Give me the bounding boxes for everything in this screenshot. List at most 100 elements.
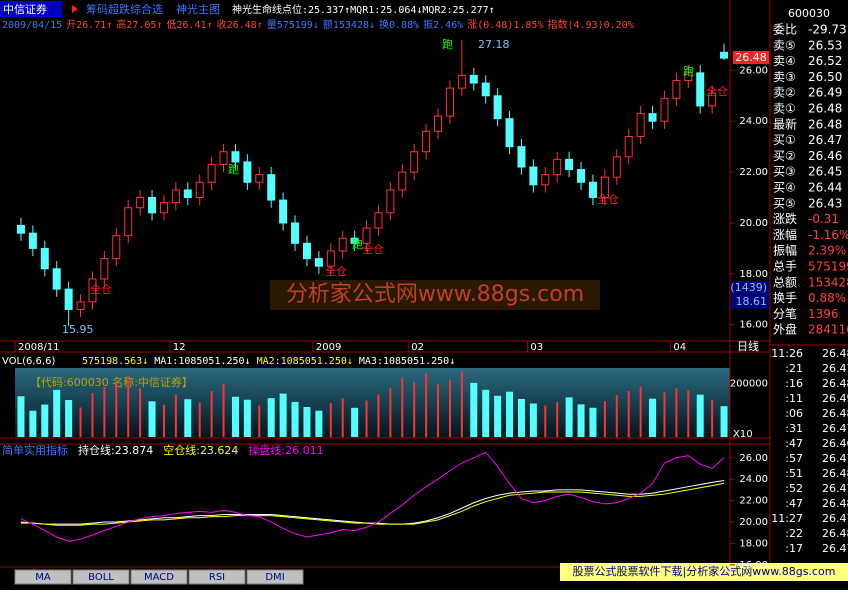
quote-item: 换0.88%: [379, 18, 419, 31]
quote-item: 涨(0.48)1.85%: [467, 19, 543, 31]
candle-body: [457, 74, 466, 89]
volume-bar: [184, 399, 192, 437]
volume-bar: [615, 395, 618, 437]
volume-bar: [231, 396, 239, 437]
quote-value: 2.39%: [808, 244, 846, 258]
annotation: 15.95: [62, 323, 94, 336]
vol-legend: 575198.563↓: [82, 356, 148, 367]
quote-label: 总手: [773, 260, 797, 274]
y-tick-label: 18.00: [739, 269, 768, 280]
tab-label[interactable]: BOLL: [88, 572, 114, 583]
quote-value: 153428: [808, 275, 848, 289]
candle-body: [52, 268, 61, 290]
quote-label: 总额: [773, 275, 797, 289]
volume-bar: [494, 395, 502, 437]
volume-bar: [210, 390, 213, 437]
y-tick-label: 26.00: [739, 65, 768, 76]
stock-name-bg: [0, 1, 62, 17]
candle-body: [16, 225, 25, 234]
indicator-title: 简单实用指标: [2, 443, 68, 457]
candle-body: [136, 197, 145, 209]
trade-time: :11: [785, 392, 803, 405]
quote-label: 卖③: [773, 70, 796, 84]
tab-label[interactable]: MACD: [144, 572, 174, 583]
quote-value: 0.88%: [808, 291, 846, 305]
volume-bar: [315, 410, 323, 437]
volume-bar: [351, 407, 359, 437]
volume-bar: [437, 384, 440, 437]
trade-price: 26.49: [822, 392, 848, 405]
trade-time: :57: [785, 452, 803, 465]
indicator-line: [20, 482, 725, 526]
quote-label: 涨跌: [773, 211, 797, 226]
quote-value: 26.49: [808, 86, 842, 100]
quote-item: 振2.46%: [423, 18, 463, 31]
volume-bar: [222, 383, 225, 437]
legend-value: 23.874: [115, 444, 154, 457]
candle-body: [505, 118, 514, 148]
period[interactable]: 日线: [737, 339, 759, 353]
volume-bar: [529, 403, 537, 437]
trade-time: :51: [785, 467, 803, 480]
candle-body: [445, 87, 454, 117]
x-tick-label: 2008/11: [18, 342, 60, 353]
volume-bar: [460, 371, 463, 437]
candle-body: [660, 97, 669, 122]
last-price-box: [733, 51, 769, 64]
volume-bar: [506, 391, 514, 437]
candle-body: [493, 95, 502, 120]
trade-time: :16: [785, 377, 803, 390]
volume-bar: [267, 398, 275, 437]
candle-body: [183, 189, 192, 199]
tab-label[interactable]: MA: [35, 572, 51, 583]
quote-label: 涨幅: [773, 227, 797, 242]
volume-bar: [711, 399, 714, 437]
trade-price: 26.47: [822, 422, 848, 435]
tab-label[interactable]: RSI: [209, 572, 225, 583]
quote-item: 收26.48↑: [217, 18, 263, 31]
volume-bar: [389, 387, 392, 437]
candle-body: [565, 158, 574, 171]
quote-label: 分笔: [773, 306, 797, 321]
candle-body: [243, 161, 252, 183]
candle-body: [267, 174, 276, 201]
annotation: 全仓: [362, 242, 384, 256]
trade-time: :17: [785, 542, 803, 555]
quote-item: 2009/04/15: [2, 20, 62, 31]
banner[interactable]: 股票公式股票软件下载|分析家公式网www.88gs.com: [573, 564, 836, 578]
candle-body: [195, 181, 204, 199]
candle-body: [40, 247, 49, 270]
quote-label: 外盘: [773, 322, 797, 337]
candle-body: [588, 181, 597, 199]
volume-bar: [329, 402, 332, 437]
vol-overlay: 【代码:600030 名称:中信证券】: [30, 375, 193, 389]
quote-label: 卖⑤: [773, 38, 796, 52]
annotation: 全仓: [325, 264, 347, 278]
candle-body: [398, 171, 407, 191]
quote-item: 额153428↓: [323, 18, 375, 31]
tab-label[interactable]: DMI: [265, 572, 284, 583]
tab-button: [188, 569, 246, 585]
tab[interactable]: 筹码超跌综合选: [86, 2, 163, 16]
trade-price: 26.47: [822, 362, 848, 375]
quote-label: 委比: [773, 23, 797, 37]
quote-value: 284116: [808, 323, 848, 337]
quote-label: 买③: [773, 165, 796, 179]
tab-button: [72, 569, 130, 585]
indicator-line: [20, 451, 725, 542]
volume-bar: [29, 410, 37, 437]
candle-body: [648, 113, 657, 122]
candle-body: [624, 135, 633, 158]
candle-body: [410, 151, 419, 173]
annotation: 全仓: [90, 282, 112, 296]
volume-bar: [162, 404, 165, 437]
candle-body: [708, 92, 717, 107]
volume-bar: [589, 407, 597, 437]
quote-value: 575199: [808, 260, 848, 274]
candle-body: [422, 130, 431, 153]
tab[interactable]: 神光主图: [176, 2, 220, 16]
legend-value: 23.624: [200, 444, 239, 457]
trade-price: 26.48: [822, 377, 848, 390]
candle-body: [207, 163, 216, 183]
quote-label: 最新: [773, 116, 797, 131]
